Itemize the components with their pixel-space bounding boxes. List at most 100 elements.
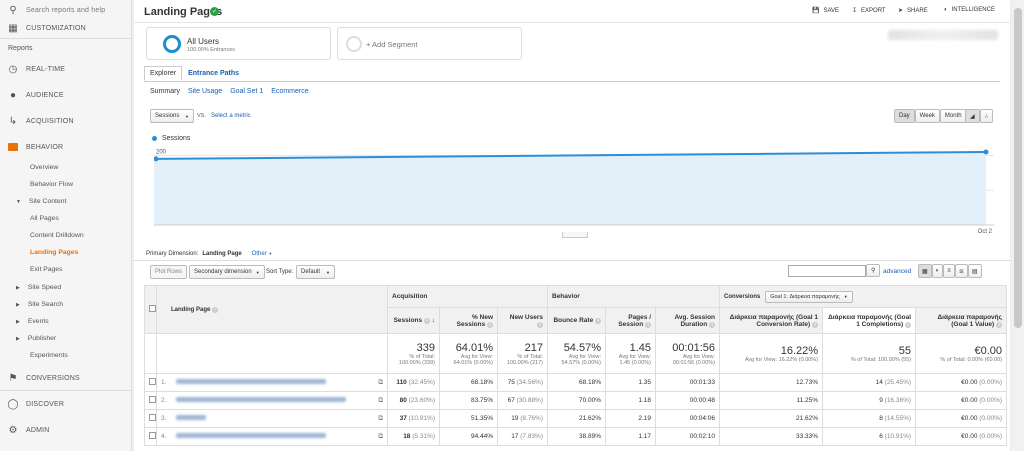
row-checkbox[interactable] bbox=[149, 432, 156, 439]
sidebar-item-publisher[interactable]: ▶ Publisher bbox=[16, 335, 56, 342]
row-checkbox[interactable] bbox=[149, 414, 156, 421]
sidebar-item-content-drilldown[interactable]: Content Drilldown bbox=[30, 232, 84, 239]
row-select-cell[interactable] bbox=[144, 427, 157, 446]
column-header-new-sessions[interactable]: % New Sessions ? bbox=[439, 307, 498, 334]
goal-select[interactable]: Goal 1: Διάρκεια παραμονής ▼ bbox=[765, 290, 853, 303]
sidebar-item-landing-pages[interactable]: Landing Pages bbox=[30, 249, 79, 256]
subtab-site-usage[interactable]: Site Usage bbox=[187, 88, 223, 95]
sidebar-item-behavior-flow[interactable]: Behavior Flow bbox=[30, 181, 74, 188]
share-button[interactable]: ➤ SHARE bbox=[898, 7, 928, 15]
table-search-input[interactable] bbox=[788, 265, 866, 277]
landing-page-link[interactable] bbox=[176, 432, 327, 438]
landing-page-link[interactable] bbox=[176, 414, 207, 420]
row-select-cell[interactable] bbox=[144, 391, 157, 410]
pie-view-icon[interactable]: ◐ bbox=[931, 264, 944, 278]
sidebar-item-site-speed[interactable]: ▶ Site Speed bbox=[16, 284, 61, 291]
motion-chart-icon[interactable]: ∴ bbox=[979, 109, 994, 123]
external-link-icon[interactable]: ⧉ bbox=[378, 378, 383, 386]
sort-arrow-down-icon: ↓ bbox=[431, 317, 435, 324]
date-range-picker[interactable] bbox=[888, 30, 998, 40]
sidebar-item-admin[interactable]: ⚙ ADMIN bbox=[0, 423, 132, 437]
total-note: Avg for View: bbox=[460, 353, 493, 360]
scrollbar-thumb[interactable] bbox=[1014, 8, 1022, 328]
week-button[interactable]: Week bbox=[914, 109, 940, 123]
new-users-cell: 75 (34.56%) bbox=[497, 373, 548, 392]
performance-view-icon[interactable]: ≡ bbox=[943, 264, 955, 278]
sidebar-item-label: Site Content bbox=[28, 198, 67, 205]
row-checkbox[interactable] bbox=[149, 396, 156, 403]
metric-select[interactable]: Sessions ▼ bbox=[150, 109, 194, 123]
sidebar-item-conversions[interactable]: ⚑ CONVERSIONS bbox=[0, 371, 132, 385]
subtab-summary[interactable]: Summary bbox=[150, 88, 180, 95]
sidebar-search[interactable]: ⚲ Search reports and help bbox=[0, 4, 132, 16]
sidebar-item-experiments[interactable]: Experiments bbox=[30, 352, 68, 359]
export-button[interactable]: ↧ EXPORT bbox=[852, 7, 886, 15]
external-link-icon[interactable]: ⧉ bbox=[378, 396, 383, 404]
landing-page-link[interactable] bbox=[176, 378, 327, 384]
sidebar-item-realtime[interactable]: ◷ REAL-TIME bbox=[0, 62, 132, 76]
goal-value-percent: (0.00%) bbox=[979, 397, 1003, 404]
segment-subtitle: 100.00% Entrances bbox=[187, 47, 236, 53]
sidebar-item-events[interactable]: ▶ Events bbox=[16, 318, 49, 325]
caret-right-icon: ▶ bbox=[16, 319, 20, 325]
sidebar-item-discover[interactable]: ◯ DISCOVER bbox=[0, 397, 132, 411]
sidebar-item-site-content[interactable]: ▼ Site Content bbox=[16, 198, 66, 205]
select-metric-link[interactable]: Select a metric bbox=[211, 113, 251, 119]
row-select-cell[interactable] bbox=[144, 373, 157, 392]
secondary-dimension-select[interactable]: Secondary dimension ▼ bbox=[189, 265, 265, 279]
month-button[interactable]: Month bbox=[939, 109, 967, 123]
external-link-icon[interactable]: ⧉ bbox=[378, 414, 383, 422]
sidebar-item-all-pages[interactable]: All Pages bbox=[30, 215, 59, 222]
sidebar-item-exit-pages[interactable]: Exit Pages bbox=[30, 266, 63, 273]
column-header-goal-completions[interactable]: Διάρκεια παραμονής (Goal 1 Completions) … bbox=[822, 307, 917, 334]
search-input[interactable]: Search reports and help bbox=[26, 6, 106, 14]
column-header-new-users[interactable]: New Users ? bbox=[497, 307, 548, 334]
column-header-pages-session[interactable]: Pages / Session ? bbox=[605, 307, 656, 334]
table-view-icon[interactable]: ▦ bbox=[918, 264, 932, 278]
sidebar-item-site-search[interactable]: ▶ Site Search bbox=[16, 301, 63, 308]
column-header-avg-duration[interactable]: Avg. Session Duration ? bbox=[654, 307, 721, 334]
comparison-view-icon[interactable]: ≅ bbox=[954, 264, 968, 278]
line-chart-icon[interactable]: ◢ bbox=[965, 109, 980, 123]
help-icon: ? bbox=[212, 307, 219, 313]
save-button[interactable]: 💾 SAVE bbox=[812, 7, 839, 15]
goal-conversion-rate-cell: 12.73% bbox=[719, 373, 824, 392]
goal-value: €0.00 bbox=[961, 397, 978, 404]
segment-all-users[interactable]: All Users 100.00% Entrances bbox=[146, 27, 331, 60]
sort-type-select[interactable]: Default ▼ bbox=[296, 265, 335, 279]
tab-explorer[interactable]: Explorer bbox=[144, 66, 183, 81]
sidebar-item-overview[interactable]: Overview bbox=[30, 164, 59, 171]
select-all-cell[interactable] bbox=[144, 285, 157, 334]
column-header-goal-conversion-rate[interactable]: Διάρκεια παραμονής (Goal 1 Conversion Ra… bbox=[719, 307, 824, 334]
select-all-checkbox[interactable] bbox=[149, 305, 156, 312]
pivot-view-icon[interactable]: ▤ bbox=[967, 264, 982, 278]
intelligence-button[interactable]: ◐ INTELLIGENCE bbox=[944, 7, 995, 13]
subtab-goal-set[interactable]: Goal Set 1 bbox=[230, 88, 264, 95]
goal-completions-cell: 14 (25.45%) bbox=[822, 373, 917, 392]
column-header-goal-value[interactable]: Διάρκεια παραμονής (Goal 1 Value) ? bbox=[915, 307, 1008, 334]
column-header-bounce-rate[interactable]: Bounce Rate ? bbox=[547, 307, 606, 334]
external-link-icon[interactable]: ⧉ bbox=[378, 432, 383, 440]
chevron-down-icon: ▼ bbox=[268, 251, 273, 256]
sidebar-item-acquisition[interactable]: ↳ ACQUISITION bbox=[0, 114, 132, 128]
search-button[interactable]: ⚲ bbox=[866, 264, 881, 277]
day-button[interactable]: Day bbox=[894, 109, 915, 123]
advanced-link[interactable]: advanced bbox=[883, 268, 912, 275]
new-users-cell: 17 (7.83%) bbox=[497, 427, 548, 446]
row-select-cell[interactable] bbox=[144, 409, 157, 428]
page-scrollbar[interactable] bbox=[1012, 0, 1024, 451]
other-dimension-link[interactable]: Other ▼ bbox=[252, 251, 273, 257]
subtab-ecommerce[interactable]: Ecommerce bbox=[271, 88, 309, 95]
sidebar-item-behavior[interactable]: BEHAVIOR bbox=[0, 140, 132, 154]
plot-rows-button[interactable]: Plot Rows bbox=[150, 265, 188, 279]
column-header-sessions[interactable]: Sessions ? ↓ bbox=[387, 307, 440, 334]
sidebar-item-customization[interactable]: ▦ CUSTOMIZATION bbox=[0, 22, 132, 34]
row-checkbox[interactable] bbox=[149, 378, 156, 385]
add-segment-button[interactable]: + Add Segment bbox=[337, 27, 522, 60]
tab-entrance-paths[interactable]: Entrance Paths bbox=[188, 70, 240, 77]
landing-page-header[interactable]: Landing Page ? bbox=[156, 285, 388, 334]
chart-resize-handle[interactable] bbox=[562, 232, 588, 238]
sidebar-item-audience[interactable]: ● AUDIENCE bbox=[0, 88, 132, 102]
landing-page-link[interactable] bbox=[176, 396, 347, 402]
goal-value-cell: €0.00 (0.00%) bbox=[915, 391, 1008, 410]
